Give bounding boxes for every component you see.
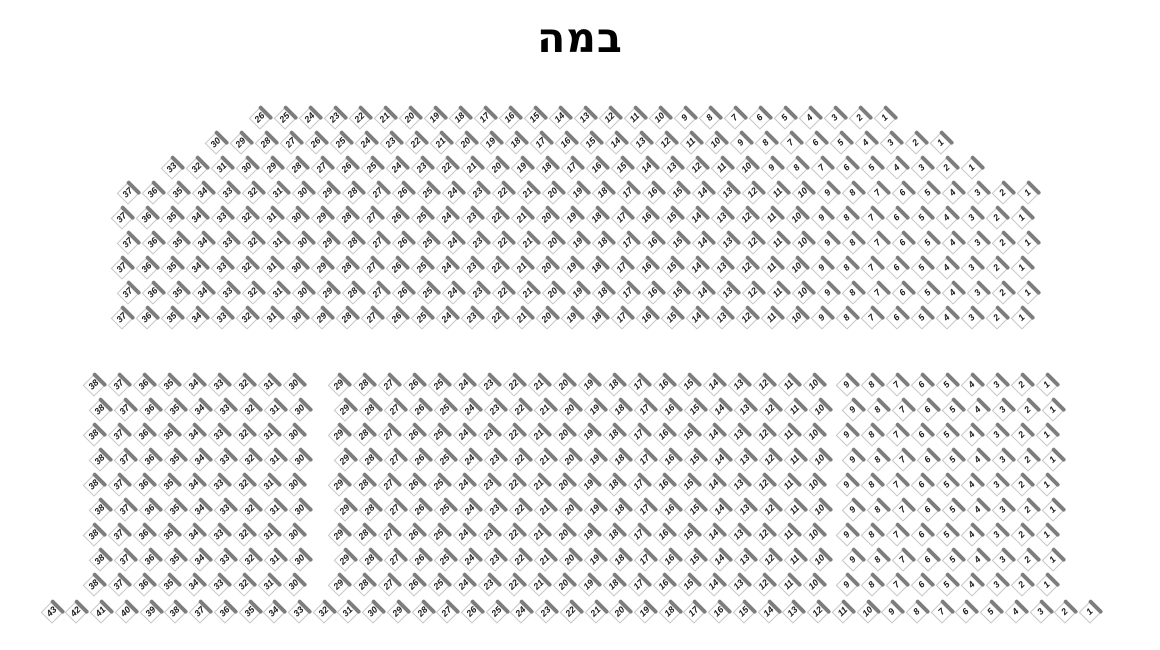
seat-number: 14 (761, 604, 776, 619)
seat[interactable]: 25 (485, 601, 508, 623)
seat-number: 19 (637, 604, 652, 619)
seat-number: 31 (340, 604, 356, 619)
seat-number: 41 (93, 604, 108, 619)
seat[interactable]: 23 (535, 601, 558, 623)
seat-number: 28 (415, 604, 430, 619)
seat[interactable]: 39 (139, 601, 162, 623)
seat-number: 17 (687, 604, 702, 619)
seat-number: 20 (612, 604, 628, 619)
seat-number: 15 (736, 604, 751, 619)
seat[interactable]: 22 (559, 601, 582, 623)
seat-number: 6 (960, 606, 972, 617)
seat[interactable]: 13 (782, 601, 805, 623)
seat[interactable]: 36 (213, 601, 236, 623)
seat[interactable]: 26 (461, 601, 483, 623)
seat[interactable]: 43 (40, 601, 63, 623)
seat[interactable]: 11 (831, 601, 854, 623)
seat[interactable]: 40 (114, 601, 137, 623)
seat-number: 29 (390, 604, 405, 619)
stage-label: במה (537, 14, 623, 62)
seat[interactable]: 33 (287, 601, 310, 623)
seat-number: 39 (143, 604, 158, 619)
seat-number: 18 (662, 604, 677, 619)
seat[interactable]: 30 (362, 601, 385, 623)
seat[interactable]: 16 (708, 601, 731, 623)
seat[interactable]: 38 (164, 601, 187, 623)
seat[interactable]: 17 (683, 601, 706, 623)
seat-number: 40 (118, 604, 133, 619)
seat[interactable]: 29 (386, 601, 409, 623)
seat-number: 32 (316, 604, 331, 619)
seat[interactable]: 32 (312, 601, 335, 623)
seat[interactable]: 28 (411, 601, 434, 623)
seat[interactable]: 3 (1029, 601, 1052, 623)
seat-number: 25 (489, 604, 504, 619)
seat-number: 27 (439, 604, 454, 619)
seat-number: 22 (563, 604, 578, 619)
seat[interactable]: 10 (856, 601, 879, 623)
seat[interactable]: 35 (238, 601, 261, 623)
seat-number: 38 (167, 604, 183, 619)
seat[interactable]: 41 (90, 601, 113, 623)
seat-number: 9 (886, 606, 898, 617)
seat[interactable]: 31 (337, 601, 360, 623)
seat[interactable]: 18 (658, 601, 681, 623)
seat[interactable]: 19 (634, 601, 656, 623)
seat[interactable]: 4 (1004, 601, 1027, 623)
seat-number: 34 (266, 604, 281, 619)
seat-number: 16 (711, 604, 726, 619)
seat-number: 43 (44, 604, 59, 619)
seat[interactable]: 34 (263, 601, 286, 623)
seat-number: 26 (464, 604, 479, 619)
seat-number: 4 (1010, 606, 1021, 617)
seat-number: 37 (192, 604, 207, 619)
seat-number: 21 (588, 604, 603, 619)
seat-number: 23 (538, 604, 553, 619)
seat-number: 35 (242, 604, 257, 619)
seat[interactable]: 12 (807, 601, 830, 623)
seat-number: 13 (785, 604, 801, 619)
seat[interactable]: 5 (980, 601, 1003, 623)
seat[interactable]: 7 (930, 601, 953, 623)
seat-number: 24 (514, 604, 529, 619)
seat[interactable]: 15 (732, 601, 755, 623)
seat-number: 7 (936, 606, 947, 617)
seat-number: 42 (69, 604, 84, 619)
seat-number: 8 (911, 606, 922, 617)
seat-number: 10 (860, 604, 875, 619)
seat[interactable]: 27 (436, 601, 459, 623)
seat-number: 33 (291, 604, 306, 619)
seat-number: 1 (1084, 606, 1095, 617)
seat-number: 3 (1034, 606, 1046, 617)
seat[interactable]: 24 (510, 601, 533, 623)
seat-number: 12 (810, 604, 825, 619)
seat[interactable]: 14 (757, 601, 780, 623)
seat[interactable]: 9 (881, 601, 904, 623)
seat[interactable]: 37 (189, 601, 212, 623)
seat-number: 36 (217, 604, 232, 619)
seat-number: 5 (985, 606, 997, 617)
seat-number: 2 (1059, 606, 1071, 617)
seat[interactable]: 21 (584, 601, 607, 623)
seat[interactable]: 2 (1054, 601, 1077, 623)
seat-number: 30 (365, 604, 380, 619)
seat[interactable]: 20 (609, 601, 632, 623)
seat[interactable]: 8 (905, 601, 928, 623)
seat[interactable]: 42 (65, 601, 88, 623)
seat[interactable]: 1 (1079, 601, 1101, 623)
seat-number: 11 (835, 604, 850, 619)
seat[interactable]: 6 (955, 601, 978, 623)
